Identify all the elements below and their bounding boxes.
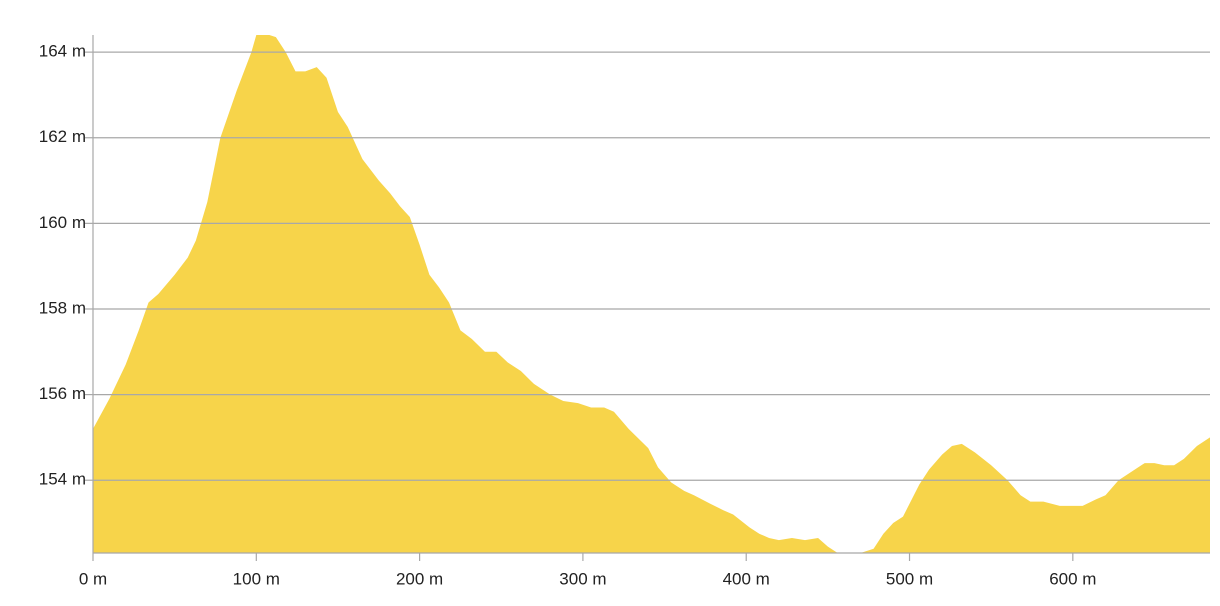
y-tick-label: 154 m bbox=[39, 470, 86, 489]
elevation-area bbox=[93, 35, 1210, 553]
x-tick-label: 100 m bbox=[233, 569, 280, 588]
y-tick-label: 158 m bbox=[39, 298, 86, 317]
x-tick-label: 0 m bbox=[79, 569, 107, 588]
x-tick-label: 400 m bbox=[723, 569, 770, 588]
x-tick-label: 300 m bbox=[559, 569, 606, 588]
x-tick-label: 600 m bbox=[1049, 569, 1096, 588]
x-tick-label: 200 m bbox=[396, 569, 443, 588]
y-tick-label: 164 m bbox=[39, 42, 86, 61]
y-tick-label: 156 m bbox=[39, 384, 86, 403]
x-tick-label: 500 m bbox=[886, 569, 933, 588]
y-tick-label: 162 m bbox=[39, 127, 86, 146]
y-tick-label: 160 m bbox=[39, 213, 86, 232]
